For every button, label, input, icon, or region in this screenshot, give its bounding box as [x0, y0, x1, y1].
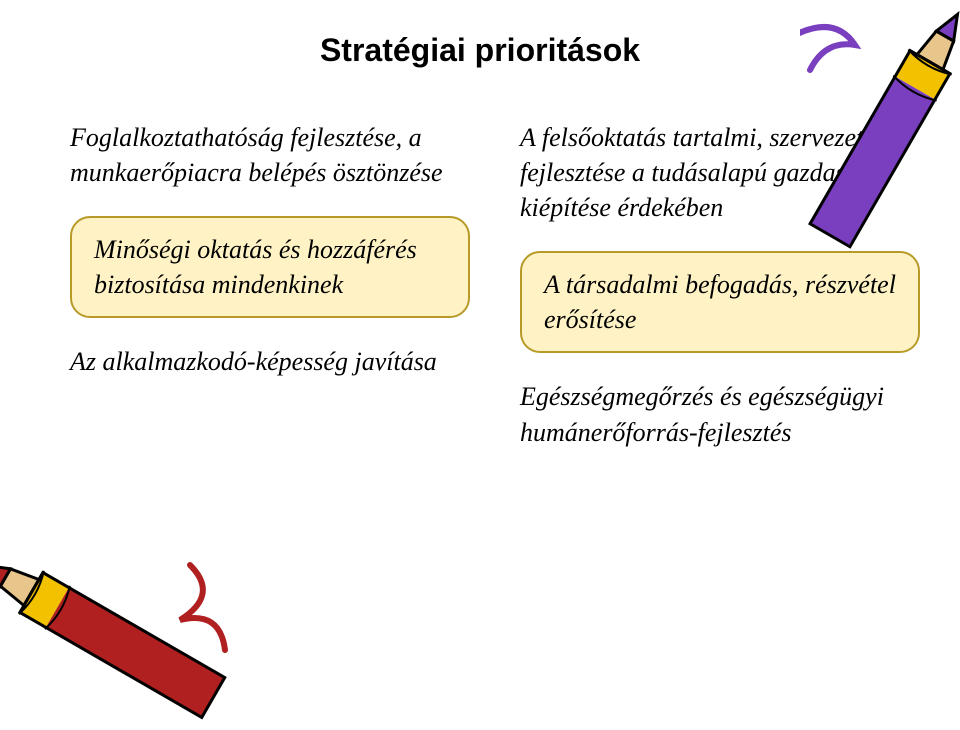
right-item-3: Egészségmegőrzés és egészségügyi humáner… [520, 379, 920, 449]
right-item-1: A felsőoktatás tartalmi, szervezeti fejl… [520, 120, 920, 225]
crayon-icon-bottom-left [0, 540, 230, 730]
left-column: Foglalkoztathatóság fejlesztése, a munka… [70, 120, 470, 405]
left-item-3: Az alkalmazkodó-képesség javítása [70, 344, 470, 379]
right-column: A felsőoktatás tartalmi, szervezeti fejl… [520, 120, 920, 476]
left-item-2-bubble: Minőségi oktatás és hozzáférés biztosítá… [70, 216, 470, 318]
left-item-1: Foglalkoztathatóság fejlesztése, a munka… [70, 120, 470, 190]
right-item-2-bubble: A társadalmi befogadás, részvétel erősít… [520, 251, 920, 353]
slide-title: Stratégiai prioritások [0, 32, 960, 69]
